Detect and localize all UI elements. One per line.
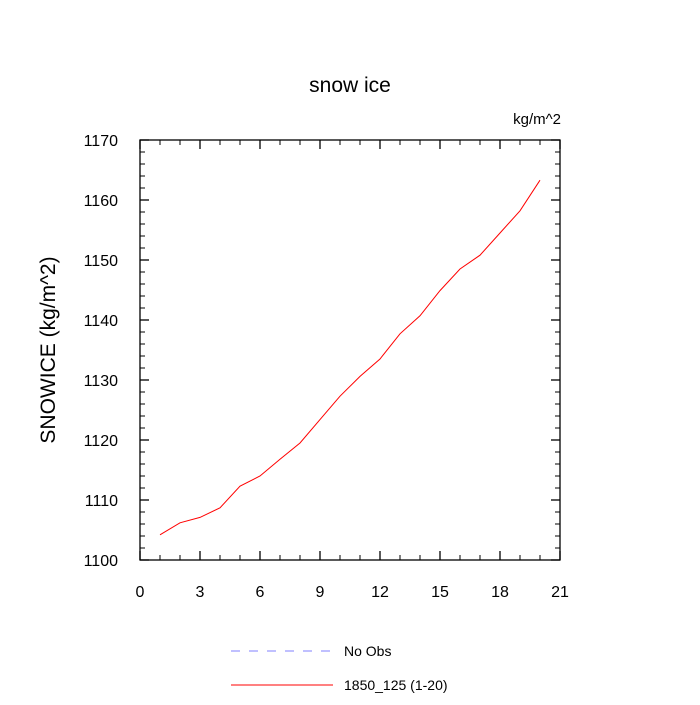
y-tick-label: 1170 xyxy=(84,133,119,150)
legend: No Obs 1850_125 (1-20) xyxy=(231,643,448,693)
x-tick-label: 18 xyxy=(491,584,509,601)
y-tick-label: 1150 xyxy=(84,253,119,270)
series-line xyxy=(160,180,540,535)
y-tick-label: 1160 xyxy=(84,193,119,210)
axis-ticks: 0 3 6 9 12 15 18 21 1100 1110 1120 1130 1140 1150 1160… xyxy=(84,133,569,601)
y-tick-label: 1130 xyxy=(84,373,119,390)
y-tick-label: 1120 xyxy=(84,433,119,450)
legend-label: 1850_125 (1-20) xyxy=(344,677,448,693)
series-lines xyxy=(160,180,540,535)
x-tick-label: 12 xyxy=(371,584,389,601)
x-tick-label: 15 xyxy=(431,584,449,601)
y-axis-label: SNOWICE (kg/m^2) xyxy=(37,256,60,443)
x-tick-label: 9 xyxy=(316,584,325,601)
x-tick-label: 3 xyxy=(196,584,205,601)
chart-title: snow ice xyxy=(309,74,391,97)
y-tick-label: 1110 xyxy=(85,493,118,510)
x-tick-label: 0 xyxy=(136,584,145,601)
y-tick-label: 1140 xyxy=(84,313,119,330)
plot-frame xyxy=(140,140,560,560)
y-tick-label: 1100 xyxy=(84,553,119,570)
units-label: kg/m^2 xyxy=(513,111,561,128)
x-tick-label: 21 xyxy=(551,584,569,601)
x-tick-label: 6 xyxy=(256,584,265,601)
legend-label: No Obs xyxy=(344,643,391,659)
